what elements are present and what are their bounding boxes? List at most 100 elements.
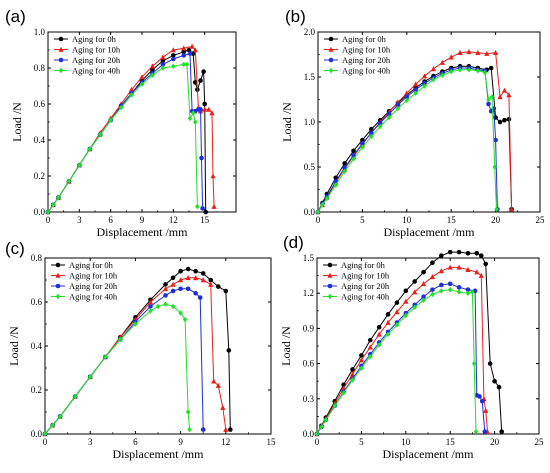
- chart-panel: (a) 0 3 6 9 12 15 0.0 0.2 0.4 0.6 0.8 1.0 Displacemen…: [5, 7, 237, 239]
- series-aging-for-20h: [45, 51, 205, 215]
- legend-marker: [328, 67, 334, 74]
- series-aging-for-40h: [45, 61, 200, 215]
- legend-marker: [55, 293, 61, 300]
- legend-marker: [327, 262, 333, 268]
- data-point: [150, 72, 155, 78]
- data-point: [202, 101, 207, 107]
- data-point: [447, 286, 453, 293]
- data-point: [447, 281, 453, 287]
- data-point: [447, 249, 453, 255]
- legend-label: Aging for 10h: [342, 45, 391, 55]
- x-tick-label: 6: [108, 215, 113, 225]
- data-point: [349, 371, 356, 377]
- data-point: [139, 74, 145, 80]
- data-point: [182, 316, 188, 323]
- x-tick-label: 12: [221, 437, 230, 447]
- data-point: [190, 110, 196, 116]
- data-point: [185, 266, 191, 272]
- data-point: [506, 117, 512, 122]
- data-point: [324, 195, 330, 202]
- data-point: [351, 153, 356, 158]
- legend-entry: Aging for 20h: [54, 55, 121, 65]
- data-point: [377, 123, 383, 130]
- legend-label: Aging for 40h: [341, 292, 390, 302]
- x-tick-label: 5: [359, 437, 364, 447]
- legend-entry: Aging for 40h: [323, 292, 390, 302]
- data-point: [66, 178, 72, 185]
- y-tick-label: 0.4: [34, 135, 46, 145]
- data-point: [203, 209, 209, 215]
- data-point: [149, 63, 156, 69]
- data-point: [483, 407, 489, 413]
- data-point: [186, 47, 192, 53]
- data-point: [118, 336, 123, 343]
- y-tick-label: 0.6: [34, 99, 46, 109]
- data-point: [77, 162, 82, 168]
- data-point: [199, 155, 204, 161]
- data-point: [477, 394, 482, 399]
- x-tick-label: 0: [46, 215, 51, 225]
- data-point: [342, 168, 347, 175]
- series-line: [317, 69, 497, 213]
- legend-marker: [55, 262, 61, 268]
- data-point: [473, 428, 479, 435]
- data-point: [403, 312, 409, 319]
- data-point: [200, 271, 206, 276]
- series-line: [44, 303, 191, 435]
- legend-entry: Aging for 0h: [54, 34, 117, 44]
- data-point: [163, 282, 168, 287]
- data-point: [87, 374, 93, 380]
- data-point: [430, 260, 435, 265]
- x-tick-label: 15: [200, 215, 210, 225]
- data-point: [185, 409, 191, 415]
- data-point: [475, 68, 481, 74]
- legend-marker: [58, 36, 64, 42]
- series-aging-for-40h: [315, 67, 499, 215]
- legend-entry: Aging for 10h: [54, 45, 121, 55]
- data-point: [368, 133, 374, 140]
- data-point: [394, 309, 400, 315]
- data-point: [192, 80, 198, 85]
- data-point: [201, 69, 206, 74]
- data-point: [497, 94, 503, 100]
- data-point: [413, 81, 419, 87]
- data-point: [412, 279, 417, 284]
- data-point: [488, 65, 494, 71]
- series-aging-for-20h: [315, 65, 500, 215]
- data-point: [193, 275, 199, 281]
- data-point: [129, 92, 134, 98]
- data-point: [430, 291, 435, 298]
- data-point: [57, 413, 63, 420]
- y-tick-label: 0.0: [303, 429, 315, 439]
- data-point: [208, 277, 214, 283]
- data-point: [200, 427, 206, 432]
- x-axis-title: Displacement /mm: [97, 225, 189, 239]
- legend-marker: [55, 283, 61, 289]
- data-point: [494, 206, 499, 212]
- data-point: [360, 141, 365, 146]
- data-point: [323, 417, 329, 423]
- data-point: [50, 422, 55, 428]
- data-point: [189, 43, 195, 49]
- x-tick-label: 6: [133, 437, 138, 447]
- data-point: [223, 426, 229, 432]
- y-tick-label: 0.9: [303, 323, 315, 333]
- legend-entry: Aging for 40h: [324, 66, 391, 76]
- series-aging-for-40h: [42, 301, 192, 437]
- series-line: [316, 283, 486, 435]
- data-point: [430, 287, 435, 292]
- data-point: [439, 253, 444, 258]
- x-axis-title: Displacement /mm: [383, 447, 475, 461]
- data-point: [367, 353, 373, 360]
- panel-label: (b): [285, 7, 306, 26]
- data-point: [50, 202, 56, 208]
- data-point: [359, 353, 364, 358]
- data-point: [228, 427, 233, 432]
- data-point: [420, 281, 427, 287]
- data-point: [160, 58, 166, 64]
- data-point: [162, 286, 169, 292]
- series-aging-for-40h: [314, 286, 479, 437]
- chart-panel: (c) 0 3 6 9 12 15 0.0 0.2 0.4 0.6 0.8 Displacement /…: [5, 239, 276, 461]
